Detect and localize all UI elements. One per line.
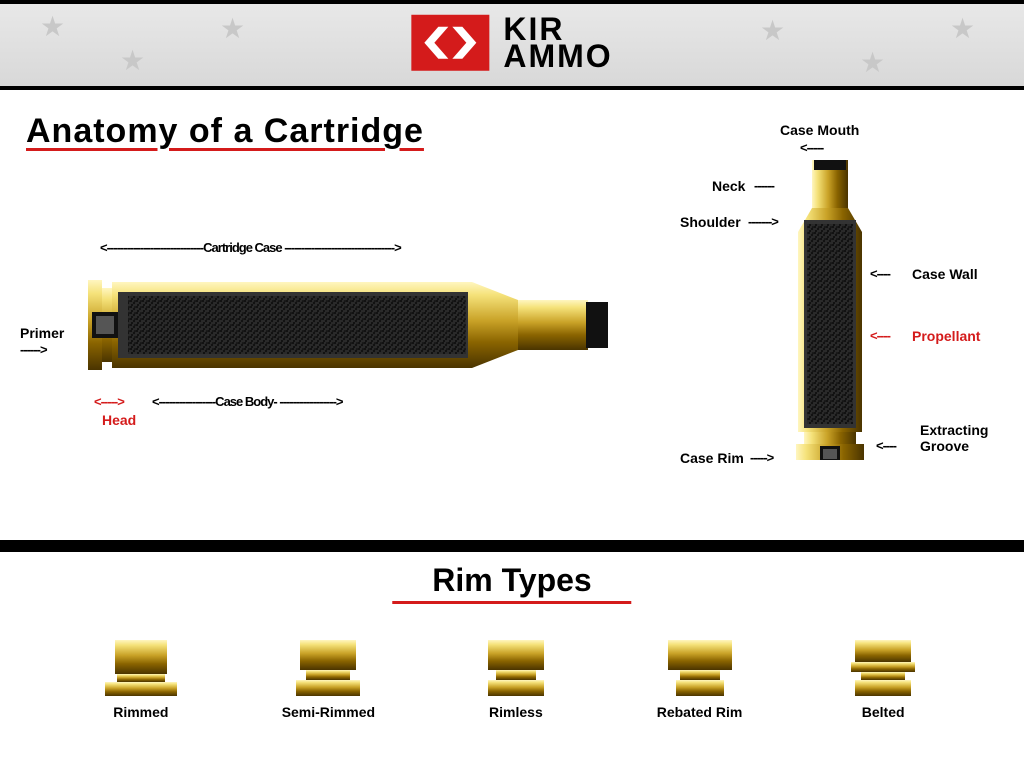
page-title: Anatomy of a Cartridge: [26, 112, 424, 151]
dash-cartridge-case: <-----------------------------Cartridge …: [100, 240, 401, 255]
dash-extracting: <----: [876, 438, 896, 453]
dash-case-mouth: <-----: [800, 140, 823, 155]
label-shoulder: Shoulder: [680, 214, 741, 230]
rim-item-rimmed: Rimmed: [101, 640, 181, 720]
dash-case-rim: ----->: [750, 450, 773, 465]
dash-primer: ------>: [20, 342, 47, 357]
label-primer: Primer: [20, 325, 64, 341]
label-extracting-2: Groove: [920, 438, 969, 454]
brand-mark: [411, 15, 489, 71]
dash-head: <----->: [94, 394, 124, 409]
brand-logo: KIR AMMO: [411, 15, 612, 71]
rim-label-rebated: Rebated Rim: [657, 704, 743, 720]
label-case-wall: Case Wall: [912, 266, 978, 282]
cartridge-horizontal: [88, 270, 608, 380]
section-divider: [0, 540, 1024, 552]
dash-shoulder: ------->: [748, 214, 778, 229]
label-propellant: Propellant: [912, 328, 980, 344]
rim-label-belted: Belted: [843, 704, 923, 720]
label-neck: Neck: [712, 178, 745, 194]
rim-label-rimless: Rimless: [476, 704, 556, 720]
dash-case-wall: <----: [870, 266, 890, 281]
brand-line2: AMMO: [503, 43, 612, 70]
brand-text: KIR AMMO: [503, 16, 612, 70]
dash-case-body: <-----------------Case Body- -----------…: [152, 394, 343, 409]
label-case-rim: Case Rim: [680, 450, 744, 466]
rim-item-belted: Belted: [843, 640, 923, 720]
dash-propellant: <----: [870, 328, 890, 343]
cartridge-vertical: [790, 160, 870, 480]
rim-types-title: Rim Types: [392, 562, 631, 604]
rim-types-row: Rimmed Semi-Rimmed Rimless Rebated Rim: [0, 640, 1024, 720]
rim-label-semi-rimmed: Semi-Rimmed: [282, 704, 375, 720]
label-extracting-1: Extracting: [920, 422, 988, 438]
rim-item-semi-rimmed: Semi-Rimmed: [282, 640, 375, 720]
rim-item-rebated: Rebated Rim: [657, 640, 743, 720]
label-head: Head: [102, 412, 136, 428]
dash-neck: ------: [754, 178, 774, 193]
rim-label-rimmed: Rimmed: [101, 704, 181, 720]
label-case-mouth: Case Mouth: [780, 122, 859, 138]
rim-item-rimless: Rimless: [476, 640, 556, 720]
header-band: ★ ★ ★ ★ ★ ★ KIR AMMO: [0, 0, 1024, 90]
